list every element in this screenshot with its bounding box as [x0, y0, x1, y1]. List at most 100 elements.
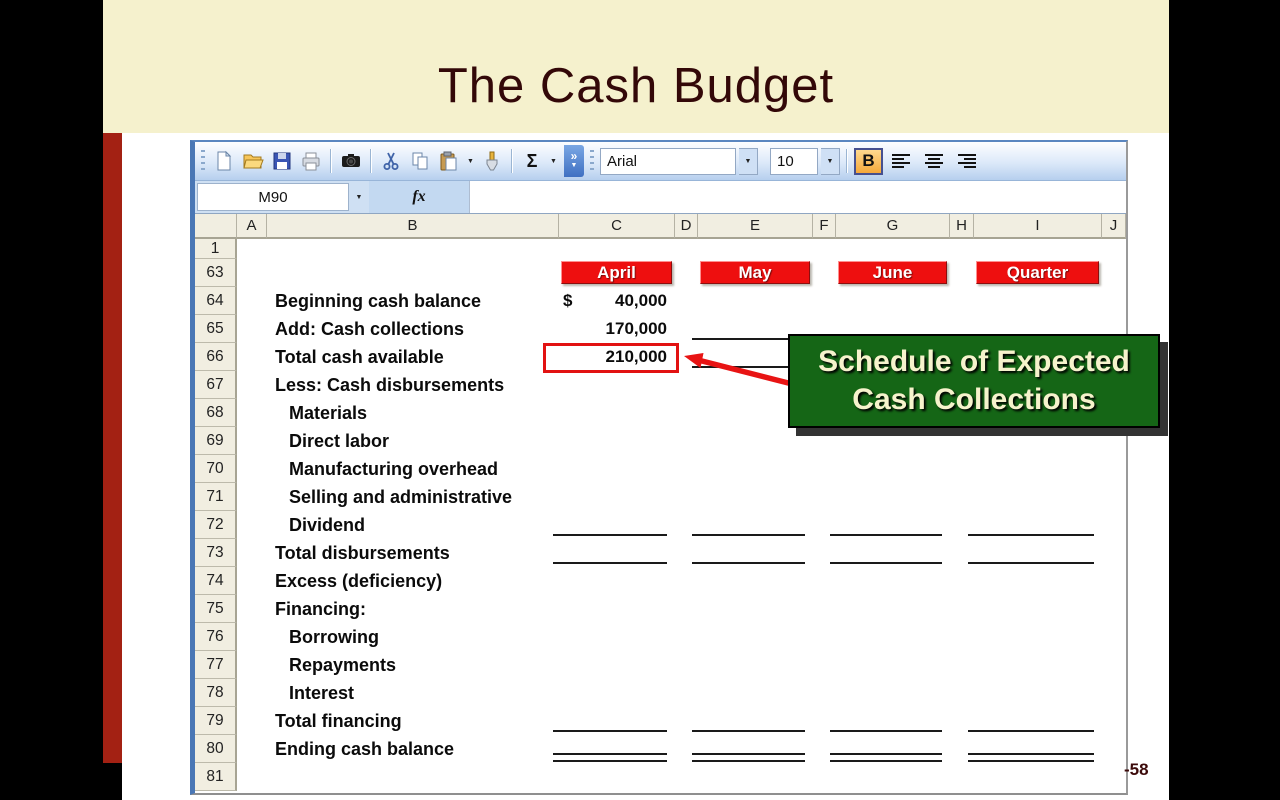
column-header-F[interactable]: F [813, 214, 836, 239]
cell-G69 [836, 427, 950, 455]
paste-dropdown-icon[interactable]: ▼ [467, 157, 474, 165]
row-header-80[interactable]: 80 [195, 735, 237, 763]
cell-C75 [559, 595, 675, 623]
blank-line [692, 730, 805, 732]
cell-J74 [1102, 567, 1126, 595]
cell-G63: June [836, 259, 950, 287]
open-icon[interactable] [240, 148, 266, 174]
name-box-dropdown[interactable]: ▼ [355, 193, 363, 201]
cell-I69 [974, 427, 1102, 455]
cell-I77 [974, 651, 1102, 679]
cell-C76 [559, 623, 675, 651]
blank-line [553, 534, 667, 536]
cell-B63 [267, 259, 559, 287]
cell-F77 [813, 651, 836, 679]
font-size-combo[interactable]: 10 [770, 147, 818, 175]
font-name-dropdown[interactable]: ▼ [739, 147, 758, 175]
camera-icon[interactable] [338, 148, 364, 174]
sheet-row-73: 73 Total disbursements [195, 539, 1126, 567]
font-name-value: Arial [607, 152, 638, 170]
column-header-H[interactable]: H [950, 214, 974, 239]
paste-icon[interactable] [436, 148, 462, 174]
column-header-B[interactable]: B [267, 214, 559, 239]
row-header-1[interactable]: 1 [195, 239, 237, 259]
column-header-D[interactable]: D [675, 214, 698, 239]
row-header-72[interactable]: 72 [195, 511, 237, 539]
toolbar-options-button[interactable]: » ▼ [564, 145, 584, 177]
row-header-66[interactable]: 66 [195, 343, 237, 371]
cell-H70 [950, 455, 974, 483]
cell-B67: Less: Cash disbursements [267, 371, 559, 399]
sheet-row-80: 80 Ending cash balance [195, 735, 1126, 763]
cell-G79 [830, 707, 950, 735]
print-icon[interactable] [298, 148, 324, 174]
row-header-64[interactable]: 64 [195, 287, 237, 315]
cell-A66 [237, 343, 267, 371]
cell-G71 [836, 483, 950, 511]
align-left-icon[interactable] [886, 148, 916, 174]
row-header-73[interactable]: 73 [195, 539, 237, 567]
align-center-icon[interactable] [919, 148, 949, 174]
name-box[interactable]: M90 [197, 183, 349, 211]
cell-D74 [675, 567, 698, 595]
cell-F64 [813, 287, 836, 315]
sheet-row-74: 74 Excess (deficiency) [195, 567, 1126, 595]
cell-H74 [950, 567, 974, 595]
cell-G1 [836, 239, 950, 259]
row-header-75[interactable]: 75 [195, 595, 237, 623]
cell-G73 [830, 539, 950, 567]
copy-icon[interactable] [407, 148, 433, 174]
column-header-G[interactable]: G [836, 214, 950, 239]
font-name-combo[interactable]: Arial [600, 147, 736, 175]
column-header-I[interactable]: I [974, 214, 1102, 239]
cell-F1 [813, 239, 836, 259]
cell-F63 [813, 259, 836, 287]
font-size-dropdown[interactable]: ▼ [821, 147, 840, 175]
new-document-icon[interactable] [211, 148, 237, 174]
cell-C78 [559, 679, 675, 707]
row-header-65[interactable]: 65 [195, 315, 237, 343]
row-header-78[interactable]: 78 [195, 679, 237, 707]
cell-F75 [813, 595, 836, 623]
row-header-77[interactable]: 77 [195, 651, 237, 679]
row-header-67[interactable]: 67 [195, 371, 237, 399]
column-header-J[interactable]: J [1102, 214, 1126, 239]
row-header-63[interactable]: 63 [195, 259, 237, 287]
row-header-81[interactable]: 81 [195, 763, 237, 791]
cell-I1 [974, 239, 1102, 259]
row-label: Borrowing [289, 626, 379, 647]
row-header-69[interactable]: 69 [195, 427, 237, 455]
cell-J72 [1102, 511, 1126, 539]
row-header-70[interactable]: 70 [195, 455, 237, 483]
row-header-71[interactable]: 71 [195, 483, 237, 511]
row-header-76[interactable]: 76 [195, 623, 237, 651]
row-header-68[interactable]: 68 [195, 399, 237, 427]
autosum-icon[interactable]: Σ [526, 150, 538, 171]
toolbar-grip[interactable] [201, 150, 205, 172]
column-header-C[interactable]: C [559, 214, 675, 239]
format-painter-icon[interactable] [479, 148, 505, 174]
cell-I75 [974, 595, 1102, 623]
cell-A65 [237, 315, 267, 343]
column-header-A[interactable]: A [237, 214, 267, 239]
formula-input[interactable] [469, 181, 1126, 213]
cell-B65: Add: Cash collections [267, 315, 559, 343]
bold-button[interactable]: B [854, 147, 883, 175]
autosum-dropdown-icon[interactable]: ▼ [550, 157, 557, 165]
column-header-E[interactable]: E [698, 214, 813, 239]
cell-G74 [836, 567, 950, 595]
cell-J75 [1102, 595, 1126, 623]
row-label: Dividend [289, 514, 366, 535]
insert-function-button[interactable]: fx [412, 188, 426, 205]
toolbar-grip[interactable] [590, 150, 594, 172]
row-header-74[interactable]: 74 [195, 567, 237, 595]
align-right-icon[interactable] [952, 148, 982, 174]
row-header-79[interactable]: 79 [195, 707, 237, 735]
cell-B80: Ending cash balance [267, 735, 559, 763]
cut-icon[interactable] [378, 148, 404, 174]
save-icon[interactable] [269, 148, 295, 174]
sheet-row-70: 70 Manufacturing overhead [195, 455, 1126, 483]
select-all-corner[interactable] [195, 214, 237, 239]
sheet-grid: A B C D E F G H I J 1 63 April May June Quarter 64 Beginn… [195, 214, 1126, 793]
